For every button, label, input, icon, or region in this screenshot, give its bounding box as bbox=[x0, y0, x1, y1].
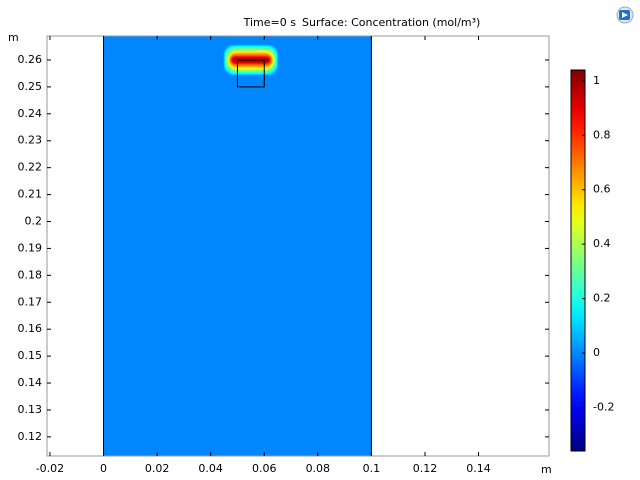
colorbar-tick-label: 1 bbox=[593, 74, 600, 87]
y-tick-label: 0.14 bbox=[18, 376, 43, 389]
y-tick-label: 0.19 bbox=[18, 241, 43, 254]
logo-icon bbox=[616, 6, 634, 24]
x-axis-unit: m bbox=[541, 463, 552, 476]
y-tick-label: 0.17 bbox=[18, 295, 43, 308]
chart-title: Time=0 s bbox=[243, 16, 297, 29]
colorbar-tick-label: 0 bbox=[593, 346, 600, 359]
y-axis-unit: m bbox=[8, 31, 19, 44]
colorbar bbox=[570, 69, 586, 452]
y-tick-label: 0.24 bbox=[18, 107, 43, 120]
colorbar-tick-label: 0.8 bbox=[593, 128, 611, 141]
y-tick-label: 0.26 bbox=[18, 53, 43, 66]
y-tick-label: 0.23 bbox=[18, 134, 43, 147]
y-tick-label: 0.15 bbox=[18, 349, 43, 362]
x-tick-label: 0.04 bbox=[198, 462, 223, 475]
y-tick-label: 0.13 bbox=[18, 403, 43, 416]
colorbar-tick-label: 0.2 bbox=[593, 292, 611, 305]
y-tick-label: 0.21 bbox=[18, 188, 43, 201]
x-tick-label: -0.02 bbox=[36, 462, 64, 475]
x-tick-label: 0.14 bbox=[466, 462, 491, 475]
y-tick-label: 0.12 bbox=[18, 430, 43, 443]
x-tick-label: 0.06 bbox=[252, 462, 277, 475]
domain bbox=[103, 36, 372, 456]
colorbar-tick-label: -0.2 bbox=[593, 400, 614, 413]
colorbar-tick-label: 0.6 bbox=[593, 183, 611, 196]
x-tick-label: 0.1 bbox=[363, 462, 381, 475]
surface bbox=[103, 36, 372, 456]
y-tick-label: 0.16 bbox=[18, 322, 43, 335]
colorbar-tick-label: 0.4 bbox=[593, 237, 611, 250]
y-tick-label: 0.25 bbox=[18, 80, 43, 93]
x-tick-label: 0 bbox=[100, 462, 107, 475]
x-tick-label: 0.02 bbox=[145, 462, 170, 475]
x-tick-label: 0.08 bbox=[306, 462, 331, 475]
y-tick-label: 0.18 bbox=[18, 268, 43, 281]
plot-frame bbox=[46, 35, 550, 457]
y-tick-label: 0.2 bbox=[25, 215, 43, 228]
y-tick-label: 0.22 bbox=[18, 161, 43, 174]
x-tick-label: 0.12 bbox=[413, 462, 438, 475]
geometry-box bbox=[236, 59, 265, 88]
chart-subtitle: Surface: Concentration (mol/m³) bbox=[302, 16, 480, 29]
